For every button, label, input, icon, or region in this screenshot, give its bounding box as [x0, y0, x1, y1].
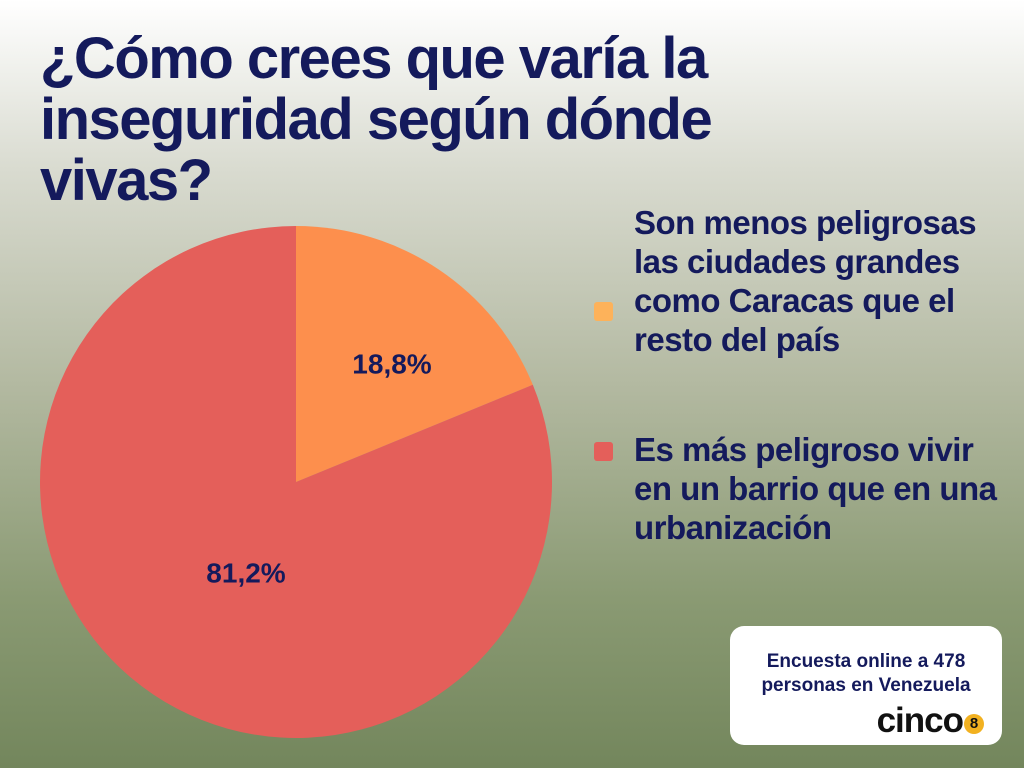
- chart-legend: Son menos peligrosas las ciudades grande…: [592, 203, 1012, 547]
- pie-slice-barrio: [39, 226, 552, 738]
- legend-label-barrio: Es más peligroso vivir en un barrio que …: [634, 431, 997, 546]
- source-note-box: Encuesta online a 478 personas en Venezu…: [730, 626, 1002, 745]
- pie-slice-ciudades: [296, 226, 533, 482]
- source-note: Encuesta online a 478 personas en Venezu…: [761, 651, 971, 696]
- slice-label-ciudades: 18,8%: [352, 348, 431, 379]
- legend-item-barrio: Es más peligroso vivir en un barrio que …: [592, 430, 1012, 547]
- pie-chart: 18,8% 81,2%: [39, 226, 552, 738]
- legend-label-ciudades: Son menos peligrosas las ciudades grande…: [634, 204, 977, 358]
- legend-swatch-barrio: [594, 442, 613, 461]
- legend-item-ciudades: Son menos peligrosas las ciudades grande…: [592, 203, 1012, 359]
- chart-title: ¿Cómo crees que varía la inseguridad seg…: [40, 26, 713, 213]
- cinco8-logo: cinco 8: [876, 701, 984, 740]
- logo-wordmark: cinco: [876, 701, 964, 740]
- logo-badge: 8: [964, 714, 984, 734]
- slice-label-barrio: 81,2%: [206, 557, 285, 588]
- legend-swatch-ciudades: [594, 302, 613, 321]
